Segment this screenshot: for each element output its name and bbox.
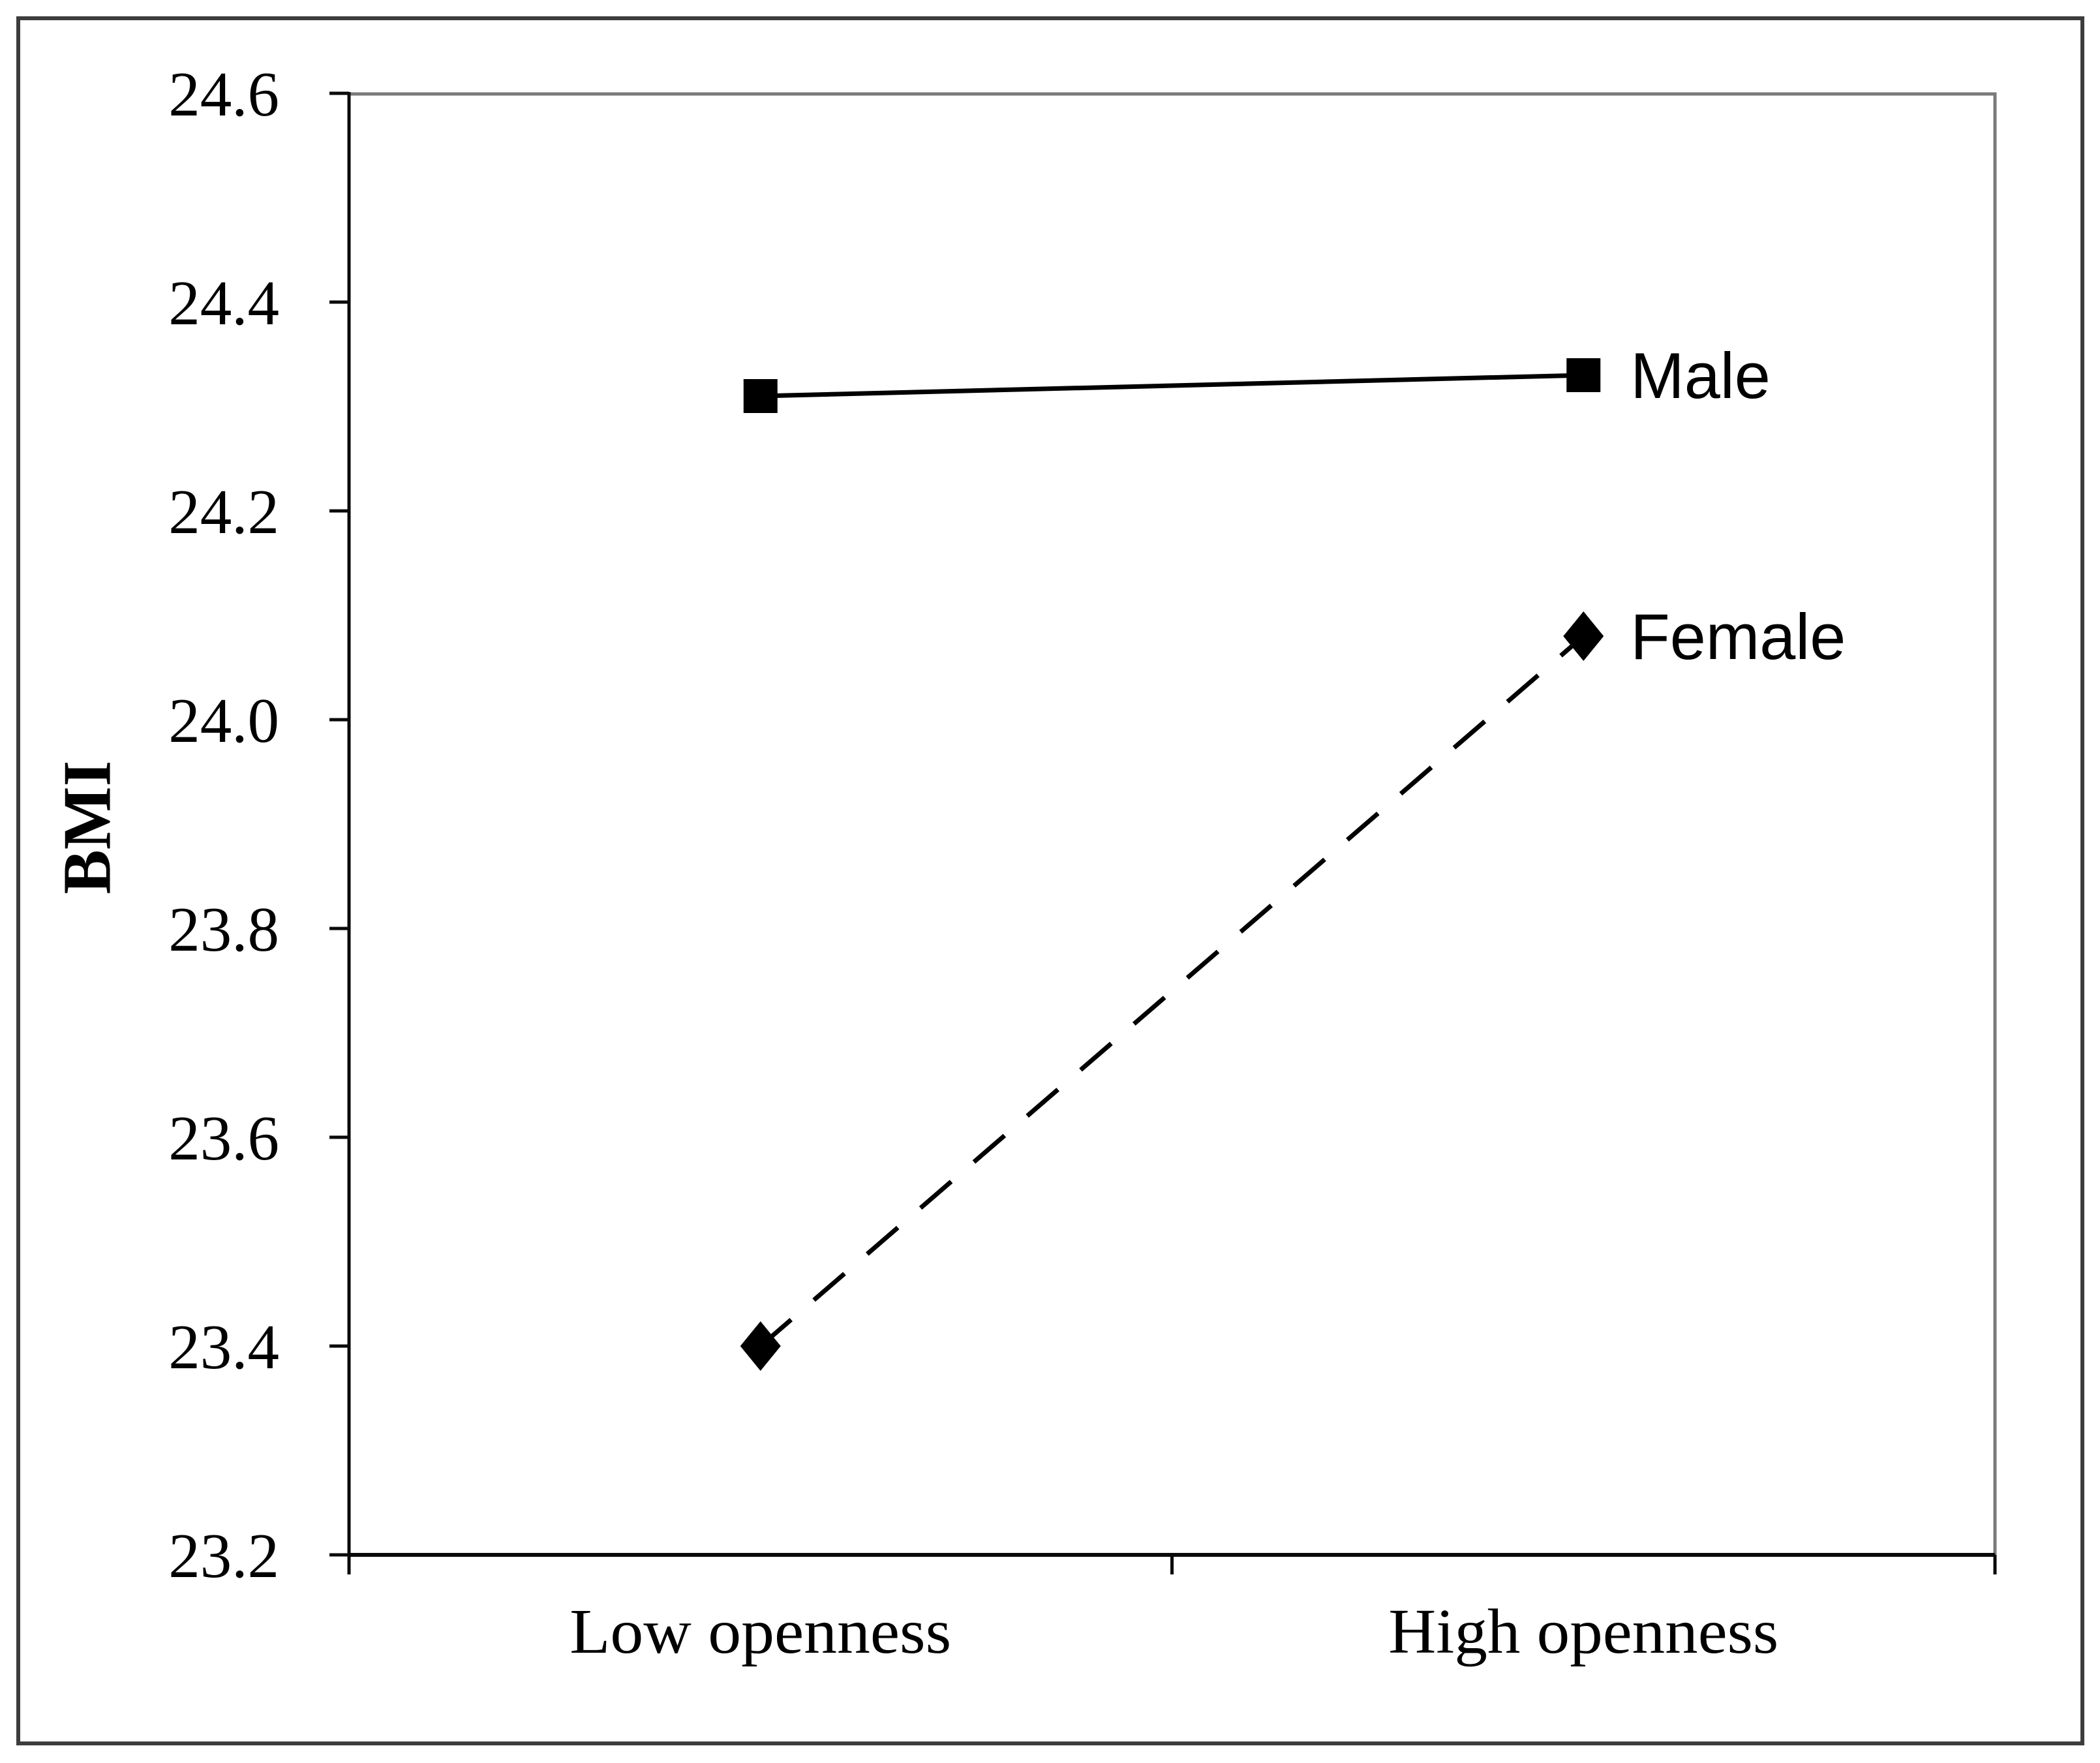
y-tick-label: 23.6 xyxy=(168,1103,279,1173)
female-marker-diamond xyxy=(1563,611,1604,661)
figure-border xyxy=(16,16,2084,1745)
x-tick-label: High openness xyxy=(1388,1597,1778,1666)
x-tick-label: Low openness xyxy=(570,1597,951,1666)
female-series-label: Female xyxy=(1630,600,1846,673)
y-tick-marks xyxy=(329,91,349,1557)
male-series-label: Male xyxy=(1630,339,1771,412)
male-line xyxy=(760,373,1584,399)
series-layer: Male Female xyxy=(740,339,1846,1371)
y-tick-label: 24.2 xyxy=(168,477,279,547)
y-tick-label: 23.4 xyxy=(168,1312,279,1382)
female-line xyxy=(759,634,1585,1348)
male-marker-square xyxy=(1566,358,1601,392)
y-tick-label: 24.6 xyxy=(168,59,279,129)
x-tick-labels: Low openness High openness xyxy=(570,1597,1778,1666)
y-tick-label: 24.4 xyxy=(168,268,279,338)
y-axis-title: BMI xyxy=(49,761,125,895)
y-tick-label: 23.8 xyxy=(168,895,279,964)
female-marker-diamond xyxy=(740,1321,781,1371)
y-tick-label: 24.0 xyxy=(168,686,279,756)
male-marker-square xyxy=(743,379,778,413)
plot-frame xyxy=(349,92,1997,1555)
y-tick-label: 23.2 xyxy=(168,1521,279,1591)
x-tick-marks xyxy=(347,1555,1997,1574)
y-tick-labels: 23.2 23.4 23.6 23.8 24.0 24.2 24.4 24.6 xyxy=(168,59,279,1591)
